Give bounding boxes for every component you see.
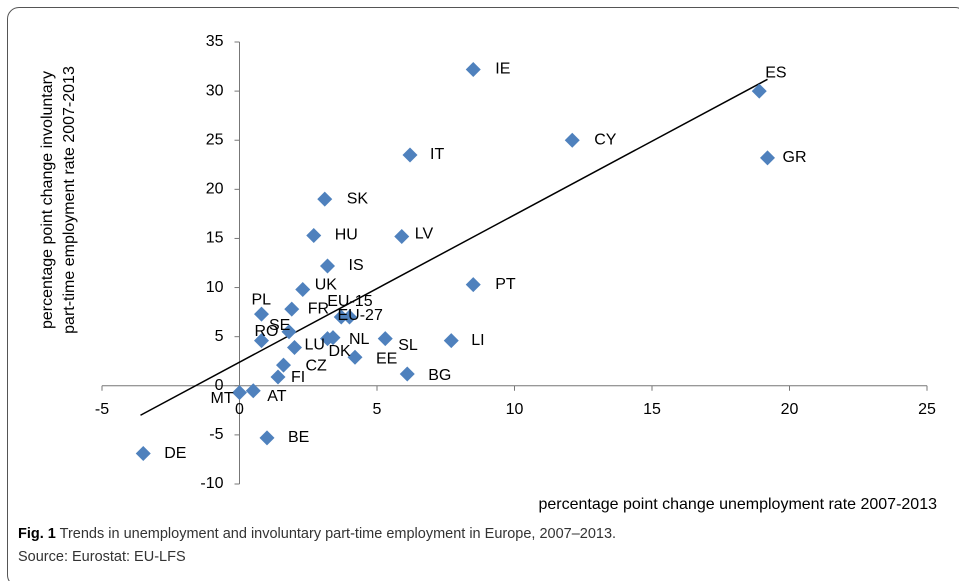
point (295, 282, 311, 298)
point (347, 349, 363, 365)
point (399, 366, 415, 382)
point-label: IE (495, 61, 510, 78)
point (254, 333, 269, 349)
point (465, 277, 481, 293)
point-label: ES (765, 64, 786, 81)
y-axis-label: percentage point change involuntary (39, 71, 56, 329)
caption-text: Trends in unemployment and involuntary p… (59, 526, 617, 542)
point-label: DK (329, 343, 352, 360)
point-label: BG (428, 367, 451, 384)
point-label: DE (164, 445, 186, 462)
point (760, 150, 775, 166)
point (281, 324, 297, 340)
point (333, 309, 349, 325)
point (320, 331, 335, 347)
point-label: MT (211, 390, 234, 407)
point-label: SL (398, 337, 418, 354)
point (443, 333, 459, 349)
point-label: EU-15 (327, 293, 372, 310)
point-label: AT (267, 388, 286, 405)
point (465, 62, 481, 78)
frame (7, 7, 959, 581)
x-tick-label: -5 (95, 401, 109, 418)
point-label: PL (252, 291, 272, 308)
x-tick-label: 0 (235, 401, 244, 418)
point-label: FR (308, 300, 329, 317)
point-label: EU-27 (338, 307, 383, 324)
y-tick-label: 35 (206, 33, 224, 50)
trendline (140, 78, 768, 416)
point-label: UK (315, 277, 338, 294)
x-tick-label: 15 (643, 401, 661, 418)
point-label: SE (269, 317, 290, 334)
point (270, 369, 286, 385)
point-label: IS (349, 257, 364, 274)
point-label: NL (349, 331, 370, 348)
caption-label: Fig. 1 (18, 526, 56, 542)
point (306, 227, 322, 243)
caption: Fig. 1 Trends in unemployment and involu… (18, 526, 616, 542)
point (232, 385, 247, 401)
point-label: IT (430, 146, 444, 163)
point-label: SK (347, 190, 369, 207)
point-label: RO (255, 323, 279, 340)
point-label: GR (783, 149, 807, 166)
point (564, 132, 580, 148)
point-label: LV (415, 226, 434, 243)
point (284, 301, 300, 317)
point (751, 83, 767, 99)
point-label: CZ (306, 357, 328, 374)
x-tick-label: 10 (506, 401, 524, 418)
y-tick-label: 25 (206, 131, 224, 148)
point-label: PT (495, 276, 516, 293)
point (287, 339, 302, 355)
x-axis-label: percentage point change unemployment rat… (538, 496, 937, 513)
point-label: EE (376, 351, 397, 368)
y-tick-label: 5 (215, 328, 224, 345)
point (135, 446, 151, 462)
point (320, 258, 335, 274)
point (394, 228, 410, 244)
x-tick-label: 5 (373, 401, 382, 418)
point-label: CY (594, 131, 617, 148)
y-tick-label: 0 (215, 377, 224, 394)
source: Source: Eurostat: EU-LFS (18, 549, 186, 565)
y-tick-label: 10 (206, 279, 224, 296)
point (342, 309, 357, 325)
point (276, 357, 291, 373)
y-tick-label: 30 (206, 82, 224, 99)
y-tick-label: -5 (209, 426, 223, 443)
point-label: HU (335, 227, 358, 244)
y-tick-label: 15 (206, 230, 224, 247)
point-label: LI (471, 332, 484, 349)
y-tick-label: 20 (206, 181, 224, 198)
point-label: LU (305, 337, 325, 354)
y-tick-label: -10 (200, 475, 223, 492)
y-title: percentage point change involuntary part… (39, 66, 78, 334)
x-tick-label: 25 (918, 401, 936, 418)
point (377, 331, 393, 347)
point (245, 383, 261, 399)
point (259, 430, 275, 446)
point-label: FI (291, 369, 305, 386)
y-axis-label: part-time employment rate 2007-2013 (61, 66, 78, 334)
point (402, 147, 418, 163)
point (317, 191, 333, 207)
point-label: BE (288, 429, 309, 446)
x-tick-label: 20 (781, 401, 799, 418)
point (254, 306, 269, 322)
